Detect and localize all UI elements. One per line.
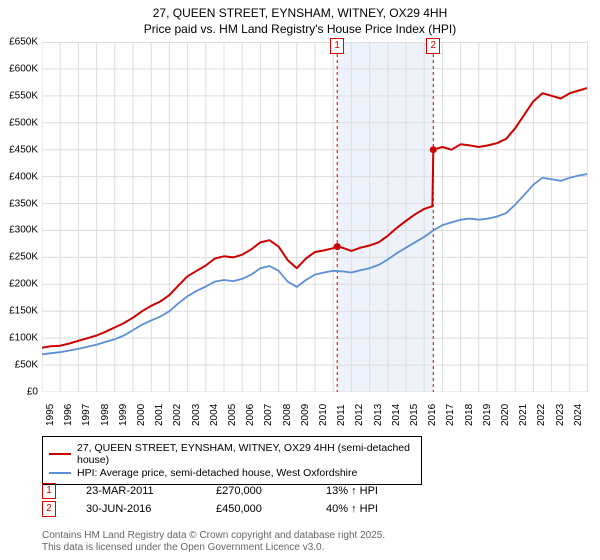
x-tick-label: 2024	[573, 404, 584, 426]
x-tick-label: 2017	[445, 404, 456, 426]
sale-price: £450,000	[216, 503, 296, 515]
sale-price: £270,000	[216, 485, 296, 497]
sale-date: 23-MAR-2011	[86, 485, 186, 497]
y-tick-label: £350K	[9, 198, 38, 209]
x-tick-label: 2015	[409, 404, 420, 426]
x-tick-label: 1998	[100, 404, 111, 426]
x-tick-label: 1999	[118, 404, 129, 426]
y-tick-label: £450K	[9, 144, 38, 155]
legend-row-hpi: HPI: Average price, semi-detached house,…	[49, 467, 415, 479]
x-tick-label: 2002	[172, 404, 183, 426]
x-tick-label: 2010	[318, 404, 329, 426]
y-tick-label: £550K	[9, 90, 38, 101]
sale-row: 2 30-JUN-2016 £450,000 40% ↑ HPI	[42, 500, 426, 518]
x-tick-label: 2023	[555, 404, 566, 426]
y-tick-label: £250K	[9, 252, 38, 263]
x-tick-label: 2000	[136, 404, 147, 426]
legend-row-price-paid: 27, QUEEN STREET, EYNSHAM, WITNEY, OX29 …	[49, 442, 415, 466]
x-tick-label: 1997	[81, 404, 92, 426]
x-tick-label: 2020	[500, 404, 511, 426]
x-tick-label: 2012	[354, 404, 365, 426]
y-tick-label: £200K	[9, 279, 38, 290]
sale-date: 30-JUN-2016	[86, 503, 186, 515]
x-tick-label: 2004	[209, 404, 220, 426]
y-tick-label: £300K	[9, 225, 38, 236]
y-tick-label: £0	[27, 387, 38, 398]
legend-swatch-hpi	[49, 472, 71, 474]
x-tick-label: 1995	[45, 404, 56, 426]
y-tick-label: £50K	[15, 360, 38, 371]
x-tick-label: 2008	[282, 404, 293, 426]
x-tick-label: 2005	[227, 404, 238, 426]
footer-line-1: Contains HM Land Registry data © Crown c…	[42, 530, 385, 542]
x-tick-label: 2016	[427, 404, 438, 426]
x-tick-label: 2003	[191, 404, 202, 426]
y-tick-label: £650K	[9, 37, 38, 48]
x-tick-label: 2013	[373, 404, 384, 426]
x-tick-label: 1996	[63, 404, 74, 426]
sale-hpi: 13% ↑ HPI	[326, 485, 426, 497]
chart-svg	[42, 42, 588, 392]
sale-rows: 1 23-MAR-2011 £270,000 13% ↑ HPI 2 30-JU…	[42, 482, 426, 518]
footer-line-2: This data is licensed under the Open Gov…	[42, 542, 385, 554]
legend-swatch-price-paid	[49, 453, 71, 455]
x-tick-label: 2009	[300, 404, 311, 426]
x-tick-label: 2014	[391, 404, 402, 426]
chart-title: 27, QUEEN STREET, EYNSHAM, WITNEY, OX29 …	[0, 0, 600, 37]
title-line-1: 27, QUEEN STREET, EYNSHAM, WITNEY, OX29 …	[0, 6, 600, 22]
x-tick-label: 2006	[245, 404, 256, 426]
sale-marker-icon: 2	[42, 501, 56, 517]
x-tick-label: 2019	[482, 404, 493, 426]
chart-container: 27, QUEEN STREET, EYNSHAM, WITNEY, OX29 …	[0, 0, 600, 560]
sale-hpi: 40% ↑ HPI	[326, 503, 426, 515]
y-tick-label: £600K	[9, 63, 38, 74]
legend-label-hpi: HPI: Average price, semi-detached house,…	[77, 467, 357, 479]
x-tick-label: 2007	[263, 404, 274, 426]
chart-marker-icon: 2	[426, 38, 440, 54]
y-axis-labels: £0£50K£100K£150K£200K£250K£300K£350K£400…	[0, 42, 40, 392]
legend: 27, QUEEN STREET, EYNSHAM, WITNEY, OX29 …	[42, 436, 422, 485]
footer: Contains HM Land Registry data © Crown c…	[42, 530, 385, 554]
sale-marker-icon: 1	[42, 483, 56, 499]
x-tick-label: 2021	[518, 404, 529, 426]
x-tick-label: 2022	[536, 404, 547, 426]
legend-label-price-paid: 27, QUEEN STREET, EYNSHAM, WITNEY, OX29 …	[77, 442, 415, 466]
y-tick-label: £500K	[9, 117, 38, 128]
sale-row: 1 23-MAR-2011 £270,000 13% ↑ HPI	[42, 482, 426, 500]
x-tick-label: 2018	[464, 404, 475, 426]
x-tick-label: 2011	[336, 404, 347, 426]
y-tick-label: £100K	[9, 333, 38, 344]
x-tick-label: 2001	[154, 404, 165, 426]
chart-marker-icon: 1	[330, 38, 344, 54]
y-tick-label: £400K	[9, 171, 38, 182]
title-line-2: Price paid vs. HM Land Registry's House …	[0, 22, 600, 38]
y-tick-label: £150K	[9, 306, 38, 317]
